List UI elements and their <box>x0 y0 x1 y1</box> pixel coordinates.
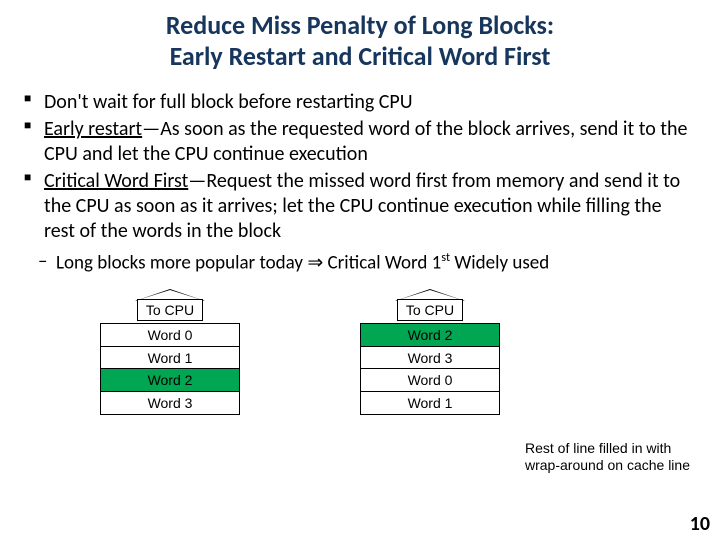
implies-arrow-icon: ⇒ <box>307 252 323 275</box>
bullet-3-term: Critical Word First <box>44 169 188 193</box>
sub-text-c: Widely used <box>450 252 549 275</box>
bullet-list: Don't wait for full block before restart… <box>0 90 720 244</box>
diagram-area: To CPU Word 0 Word 1 Word 2 Word 3 To CP… <box>0 289 720 415</box>
right-diagram: To CPU Word 2 Word 3 Word 0 Word 1 <box>360 289 500 415</box>
sub-superscript: st <box>441 250 450 265</box>
sub-bullet: Long blocks more popular today ⇒ Critica… <box>38 250 720 274</box>
bullet-2: Early restart—As soon as the requested w… <box>24 117 696 167</box>
title-line-2: Early Restart and Critical Word First <box>40 41 680 72</box>
sub-text-b: Critical Word 1 <box>323 252 441 275</box>
left-word-table: Word 0 Word 1 Word 2 Word 3 <box>100 325 240 415</box>
page-number: 10 <box>690 512 710 536</box>
to-cpu-label-left: To CPU <box>137 299 203 321</box>
bullet-1: Don't wait for full block before restart… <box>24 90 696 115</box>
to-cpu-label-right: To CPU <box>397 299 463 321</box>
table-row: Word 2 <box>360 323 500 347</box>
right-word-table: Word 2 Word 3 Word 0 Word 1 <box>360 325 500 415</box>
table-row: Word 0 <box>100 323 240 347</box>
table-row: Word 0 <box>360 368 500 392</box>
bullet-2-term: Early restart <box>44 117 142 141</box>
table-row: Word 3 <box>100 391 240 415</box>
table-row: Word 1 <box>100 346 240 370</box>
title-line-1: Reduce Miss Penalty of Long Blocks: <box>40 10 680 41</box>
bullet-3: Critical Word First—Request the missed w… <box>24 169 696 244</box>
sub-text-a: Long blocks more popular today <box>56 252 307 275</box>
table-row: Word 2 <box>100 368 240 392</box>
table-row: Word 1 <box>360 391 500 415</box>
table-row: Word 3 <box>360 346 500 370</box>
slide-title: Reduce Miss Penalty of Long Blocks: Earl… <box>0 0 720 90</box>
side-note: Rest of line filled in with wrap-around … <box>525 440 705 474</box>
sub-bullet-list: Long blocks more popular today ⇒ Critica… <box>38 250 720 274</box>
left-diagram: To CPU Word 0 Word 1 Word 2 Word 3 <box>100 289 240 415</box>
